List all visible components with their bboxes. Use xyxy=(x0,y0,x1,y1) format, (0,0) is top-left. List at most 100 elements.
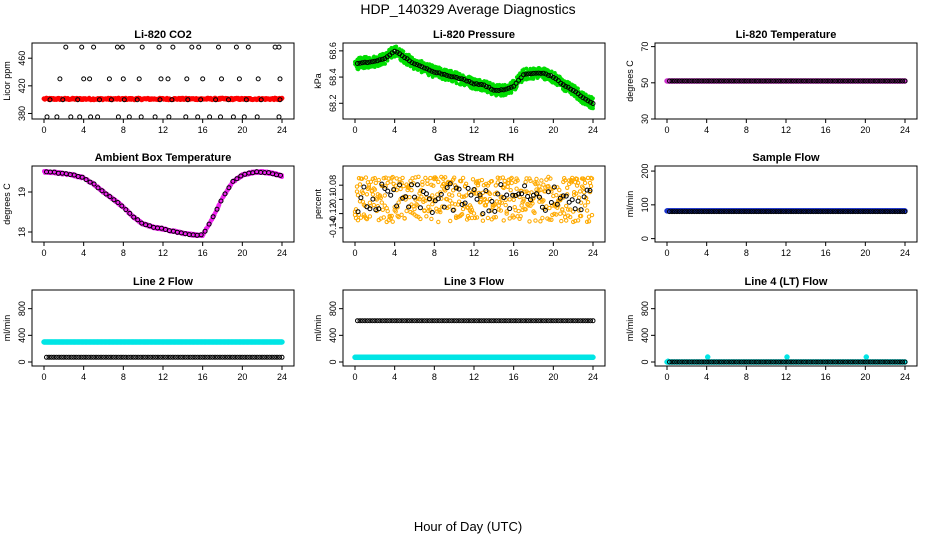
data-point xyxy=(492,208,498,214)
data-point xyxy=(498,182,504,188)
data-point xyxy=(165,354,171,360)
data-point xyxy=(523,71,529,77)
data-point xyxy=(711,78,717,84)
data-point xyxy=(516,77,522,83)
data-point xyxy=(544,177,549,182)
data-point xyxy=(577,189,583,194)
data-point xyxy=(578,318,584,324)
data-point xyxy=(177,354,183,360)
data-point xyxy=(118,354,124,360)
data-point xyxy=(158,354,163,360)
data-point xyxy=(454,81,459,86)
data-point xyxy=(439,196,444,201)
data-point xyxy=(409,60,415,66)
data-point xyxy=(875,78,881,84)
data-point xyxy=(371,202,376,208)
data-point xyxy=(843,78,848,84)
data-point xyxy=(197,354,203,360)
x-tick-label: 4 xyxy=(392,248,397,258)
data-point xyxy=(584,219,590,225)
data-point xyxy=(218,114,223,119)
data-point xyxy=(417,205,423,211)
data-point xyxy=(798,78,804,84)
data-point xyxy=(857,209,863,215)
y-tick-label: 0 xyxy=(17,359,27,364)
data-point xyxy=(373,180,378,186)
data-point xyxy=(139,44,145,50)
data-point xyxy=(217,354,223,360)
data-point xyxy=(563,193,569,199)
data-point xyxy=(431,69,437,75)
data-point xyxy=(559,218,564,224)
data-point xyxy=(385,209,390,214)
data-point xyxy=(170,44,176,50)
data-point xyxy=(498,208,503,213)
data-point xyxy=(279,339,285,345)
data-point xyxy=(276,44,282,50)
data-point xyxy=(800,209,806,215)
series-0 xyxy=(353,44,595,111)
y-tick-label: 380 xyxy=(17,106,27,121)
data-point xyxy=(269,354,275,360)
data-point xyxy=(54,114,60,119)
data-point xyxy=(241,114,247,119)
data-point xyxy=(239,354,245,360)
y-tick-label: 0 xyxy=(328,359,338,364)
data-point xyxy=(537,184,542,189)
data-point xyxy=(374,318,380,324)
data-point xyxy=(120,354,126,360)
data-point xyxy=(491,215,496,220)
data-point xyxy=(524,66,529,71)
panel-title: Line 2 Flow xyxy=(133,276,193,288)
data-point xyxy=(182,354,188,360)
data-point xyxy=(367,214,373,219)
x-tick-label: 16 xyxy=(509,125,519,135)
data-point xyxy=(709,78,715,84)
data-point xyxy=(778,209,784,215)
data-point xyxy=(882,78,888,84)
x-tick-label: 0 xyxy=(41,125,46,135)
x-tick-label: 24 xyxy=(588,248,598,258)
data-point xyxy=(504,209,509,214)
data-point xyxy=(277,76,283,82)
data-point xyxy=(714,209,720,215)
data-point xyxy=(87,179,93,185)
data-point xyxy=(384,318,390,324)
data-point xyxy=(481,318,487,324)
data-point xyxy=(840,78,846,84)
panel-title: Line 4 (LT) Flow xyxy=(745,276,828,288)
data-point xyxy=(508,188,513,193)
series-0 xyxy=(352,174,595,225)
data-point xyxy=(527,176,532,181)
data-point xyxy=(183,114,189,119)
x-tick-label: 0 xyxy=(352,248,357,258)
data-point xyxy=(506,318,512,324)
x-tick-label: 8 xyxy=(121,248,126,258)
series-1 xyxy=(667,78,908,84)
data-point xyxy=(420,179,425,185)
data-point xyxy=(359,318,365,324)
data-point xyxy=(706,209,712,215)
x-tick-label: 16 xyxy=(198,372,208,382)
data-point xyxy=(711,209,717,215)
data-point xyxy=(538,187,543,193)
data-point xyxy=(145,354,151,360)
x-tick-label: 24 xyxy=(900,248,910,258)
data-point xyxy=(373,207,379,213)
data-point xyxy=(410,55,415,60)
data-point xyxy=(441,204,447,210)
series-0 xyxy=(352,354,596,361)
data-point xyxy=(575,318,581,324)
x-tick-label: 16 xyxy=(821,125,831,135)
data-point xyxy=(44,354,49,360)
data-point xyxy=(583,92,588,97)
data-point xyxy=(212,354,218,360)
data-point xyxy=(370,196,376,202)
data-point xyxy=(426,318,432,324)
data-point xyxy=(277,97,283,103)
data-point xyxy=(586,219,592,224)
data-point xyxy=(459,76,465,82)
data-point xyxy=(60,97,66,103)
data-point xyxy=(852,209,858,215)
data-point xyxy=(704,209,710,215)
